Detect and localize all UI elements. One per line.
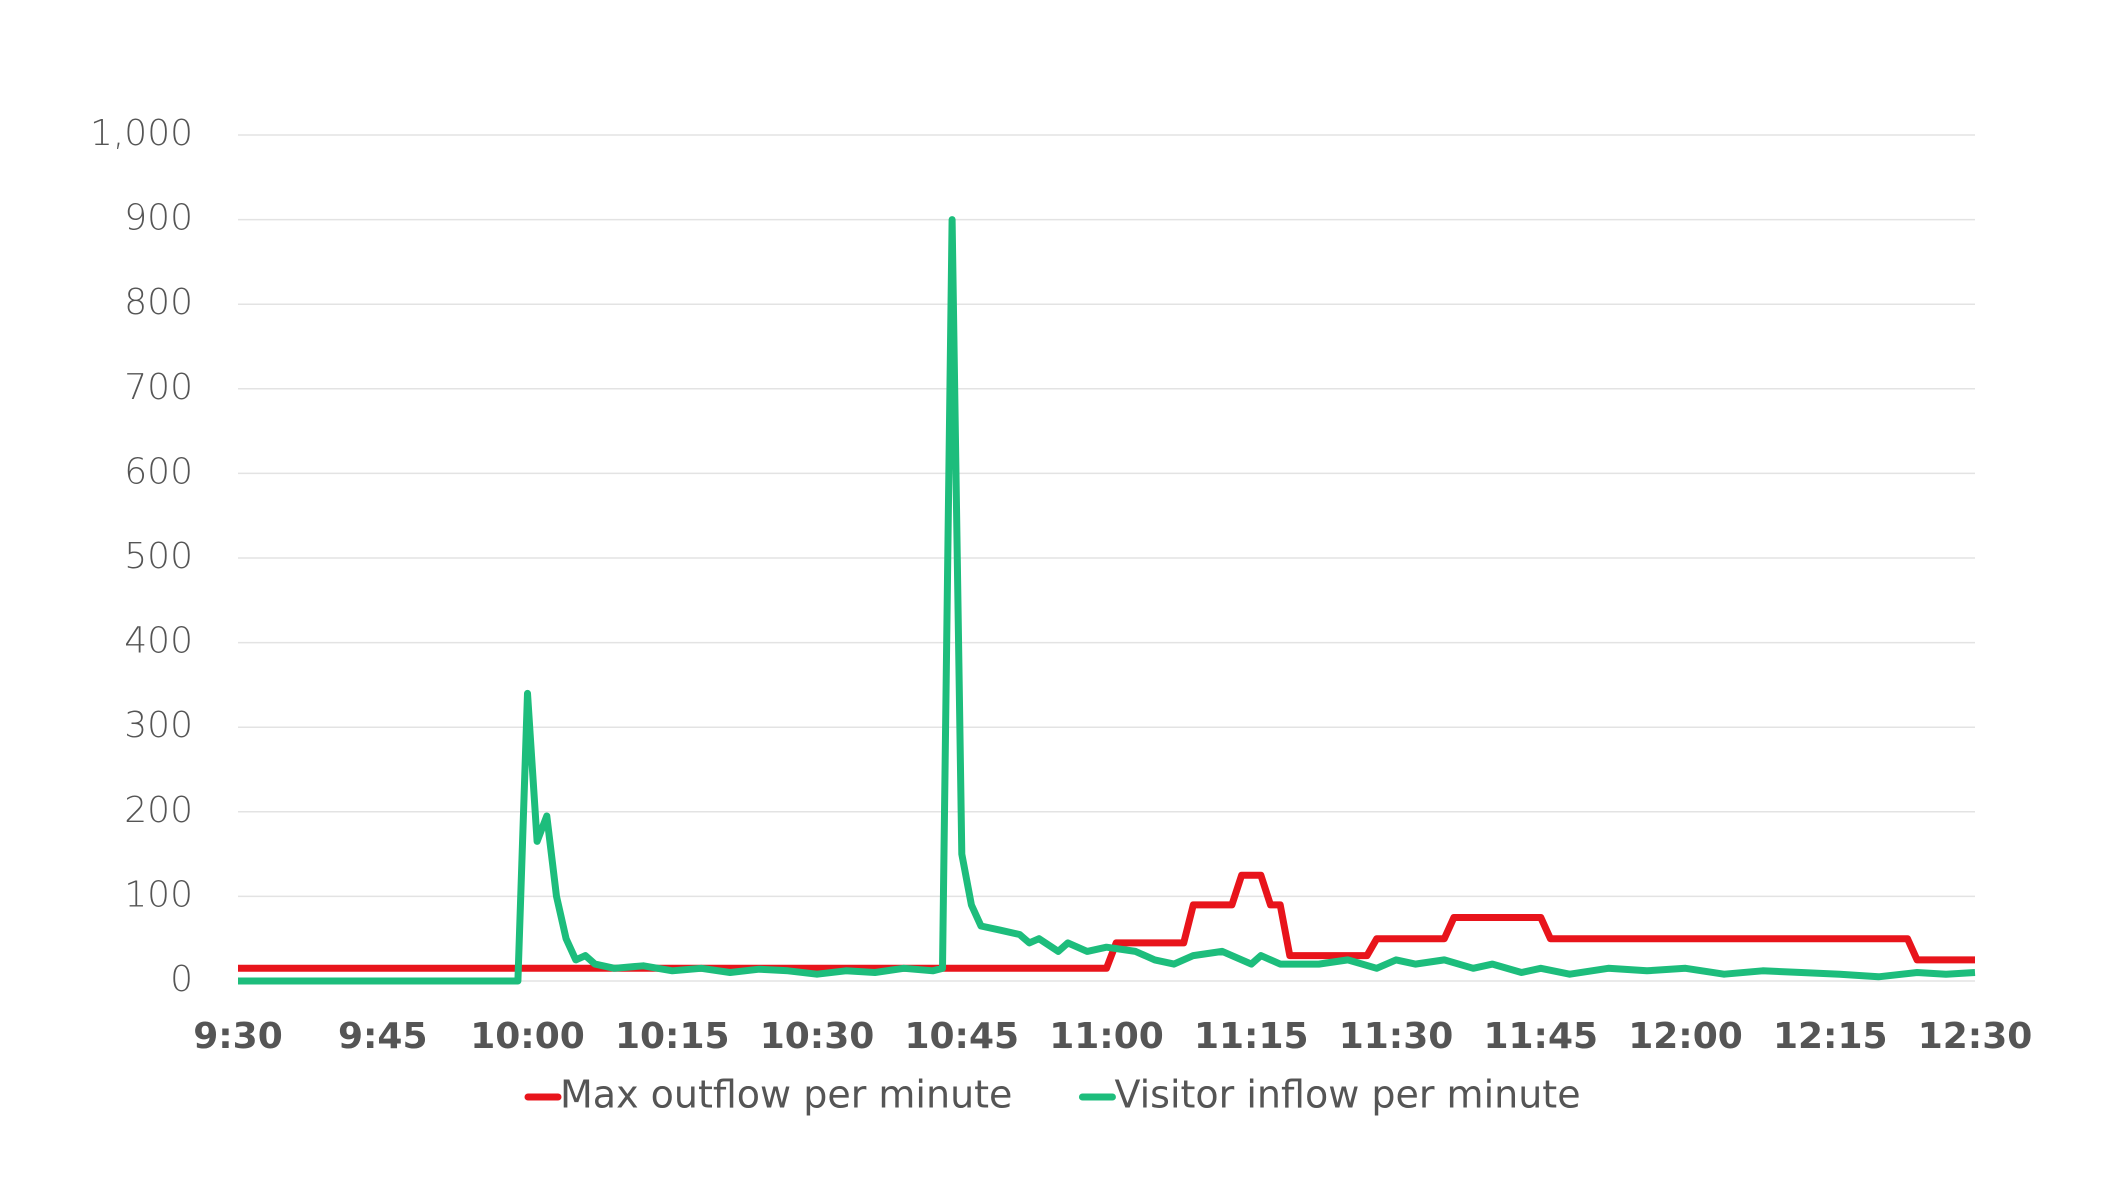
legend-label: Max outflow per minute bbox=[560, 1073, 1012, 1117]
y-tick-label: 0 bbox=[170, 959, 193, 1000]
x-tick-label: 10:15 bbox=[615, 1016, 730, 1057]
y-tick-label: 500 bbox=[124, 536, 193, 577]
series-line bbox=[238, 216, 1976, 985]
x-tick-label: 10:45 bbox=[904, 1016, 1019, 1057]
y-tick-label: 700 bbox=[124, 367, 193, 408]
y-tick-label: 300 bbox=[124, 705, 193, 746]
y-tick-label: 600 bbox=[124, 451, 193, 492]
y-tick-label: 1,000 bbox=[90, 113, 193, 154]
x-tick-label: 12:00 bbox=[1628, 1016, 1743, 1057]
series-line bbox=[238, 871, 1975, 972]
y-tick-label: 900 bbox=[124, 198, 193, 239]
x-tick-label: 12:30 bbox=[1918, 1016, 2033, 1057]
x-tick-label: 9:45 bbox=[338, 1016, 428, 1057]
y-tick-label: 200 bbox=[124, 790, 193, 831]
x-tick-label: 11:15 bbox=[1194, 1016, 1309, 1057]
x-tick-label: 11:00 bbox=[1049, 1016, 1164, 1057]
y-tick-label: 100 bbox=[124, 874, 193, 915]
x-tick-label: 12:15 bbox=[1773, 1016, 1888, 1057]
legend-label: Visitor inflow per minute bbox=[1114, 1073, 1580, 1117]
x-tick-label: 9:30 bbox=[193, 1016, 283, 1057]
x-tick-label: 11:30 bbox=[1339, 1016, 1454, 1057]
x-tick-label: 10:00 bbox=[470, 1016, 585, 1057]
legend: Max outflow per minute Visitor inflow per… bbox=[524, 1073, 1581, 1117]
y-tick-label: 800 bbox=[124, 282, 193, 323]
y-tick-label: 400 bbox=[124, 621, 193, 662]
x-tick-label: 10:30 bbox=[760, 1016, 875, 1057]
x-tick-label: 11:45 bbox=[1483, 1016, 1598, 1057]
